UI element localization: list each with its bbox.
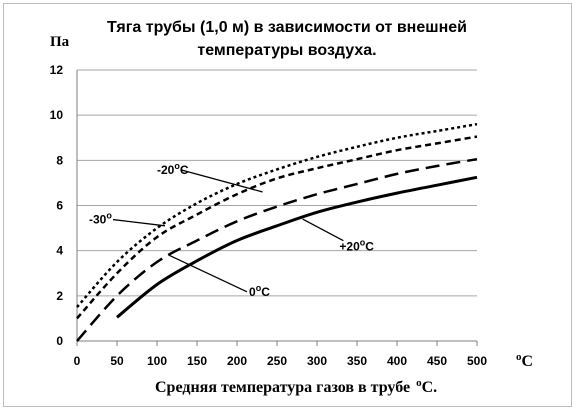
series-label: -30o (89, 211, 112, 227)
x-tick-label: 250 (267, 354, 287, 368)
grid (76, 69, 478, 346)
series-label-text: -20 (157, 163, 175, 177)
series-label-degree: o (174, 161, 180, 171)
series-line-0 (76, 122, 478, 308)
series-label-text: -30 (89, 213, 107, 227)
x-unit-degree-sup: o (516, 351, 522, 363)
series-label-text: +20 (339, 240, 360, 254)
x-axis-label-degree-sup: o (416, 377, 422, 389)
series-label-unit: C (261, 285, 270, 299)
x-tick-label: 300 (307, 354, 327, 368)
chart-title-line-2: температуры воздуха. (197, 42, 376, 59)
x-tick-label: 150 (187, 354, 207, 368)
x-tick-label: 450 (427, 354, 447, 368)
x-tick-label: 200 (227, 354, 247, 368)
x-tick-label: 350 (347, 354, 367, 368)
series-label-degree: o (256, 283, 262, 293)
chart-title: Тяга трубы (1,0 м) в зависимости от внеш… (107, 19, 467, 59)
x-axis-label-text: Средняя температура газов в трубе (155, 379, 410, 396)
y-tick-label: 6 (56, 199, 63, 213)
chart-title-line-1: Тяга трубы (1,0 м) в зависимости от внеш… (107, 19, 467, 36)
x-tick-label: 400 (387, 354, 407, 368)
y-tick-label: 0 (56, 334, 63, 348)
y-tick-label: 8 (56, 153, 63, 167)
y-tick-label: 12 (50, 63, 64, 77)
series-line-1 (76, 135, 478, 320)
series-label-unit: C (365, 240, 374, 254)
x-axis-label: Средняя температура газов в трубе oС. (155, 377, 437, 396)
x-tick-label: 100 (147, 354, 167, 368)
y-tick-label: 4 (56, 244, 63, 258)
x-tick-label: 500 (467, 354, 487, 368)
y-axis-label: Па (50, 34, 70, 50)
x-axis-label-unit: С. (422, 379, 438, 396)
y-tick-label: 2 (56, 289, 63, 303)
series-label-unit: C (180, 163, 189, 177)
x-unit-text: C (522, 353, 534, 370)
annotation-leader (302, 218, 344, 242)
series-label: +20oC (339, 238, 374, 254)
series-group (76, 122, 478, 342)
series-line-2 (76, 157, 478, 342)
annotation-leader (180, 169, 263, 193)
x-axis-unit-label: oC (516, 351, 533, 370)
series-label-degree: o (360, 238, 366, 248)
series-label: -20oC (157, 161, 189, 177)
annotation-leader (112, 218, 166, 227)
x-tick-label: 0 (74, 354, 81, 368)
x-tick-label: 50 (110, 354, 124, 368)
series-label-degree: o (106, 211, 112, 221)
series-label-text: 0 (249, 285, 256, 299)
series-label: 0oC (249, 283, 270, 299)
series-line-3 (116, 175, 478, 319)
y-tick-label: 10 (50, 108, 64, 122)
ticks: 0 2 4 6 8 10 12 0 50 100 150 200 250 300 350 400 450 500 (50, 63, 488, 368)
annotation-leader (168, 254, 248, 293)
